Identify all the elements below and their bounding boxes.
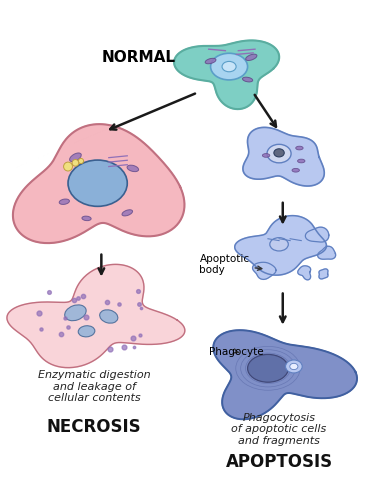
Polygon shape [319, 269, 328, 279]
Ellipse shape [82, 216, 91, 221]
Polygon shape [235, 216, 326, 275]
Polygon shape [298, 266, 311, 280]
Ellipse shape [68, 160, 127, 206]
Ellipse shape [262, 154, 270, 157]
Text: Phagocytosis
of apoptotic cells
and fragments: Phagocytosis of apoptotic cells and frag… [231, 413, 327, 446]
Circle shape [78, 158, 84, 164]
Ellipse shape [122, 210, 132, 216]
Ellipse shape [65, 305, 86, 321]
Polygon shape [213, 330, 357, 419]
Ellipse shape [286, 360, 302, 373]
Ellipse shape [242, 77, 253, 82]
Ellipse shape [211, 53, 248, 80]
Ellipse shape [290, 364, 298, 370]
Ellipse shape [270, 238, 288, 251]
Ellipse shape [100, 310, 118, 323]
Polygon shape [243, 127, 324, 186]
Ellipse shape [248, 355, 288, 382]
Ellipse shape [292, 169, 300, 172]
Circle shape [63, 162, 72, 171]
Polygon shape [174, 40, 279, 109]
Ellipse shape [246, 54, 257, 61]
Circle shape [72, 160, 79, 166]
Polygon shape [305, 227, 329, 242]
Polygon shape [253, 262, 276, 279]
Text: NORMAL: NORMAL [101, 50, 175, 65]
Polygon shape [318, 247, 336, 259]
Polygon shape [7, 264, 185, 368]
Ellipse shape [267, 144, 291, 163]
Polygon shape [13, 124, 185, 243]
Text: NECROSIS: NECROSIS [47, 418, 141, 436]
Ellipse shape [78, 326, 95, 337]
Ellipse shape [70, 153, 81, 162]
Text: Phagocyte: Phagocyte [209, 347, 263, 357]
Ellipse shape [296, 146, 303, 150]
Text: Enzymatic digestion
and leakage of
cellular contents: Enzymatic digestion and leakage of cellu… [38, 370, 150, 403]
Text: APOPTOSIS: APOPTOSIS [226, 453, 333, 472]
Ellipse shape [298, 159, 305, 163]
Ellipse shape [59, 199, 69, 204]
Ellipse shape [127, 165, 139, 172]
Text: Apoptotic
body: Apoptotic body [200, 254, 262, 275]
Ellipse shape [205, 59, 216, 64]
Ellipse shape [222, 62, 236, 72]
Ellipse shape [274, 149, 284, 157]
